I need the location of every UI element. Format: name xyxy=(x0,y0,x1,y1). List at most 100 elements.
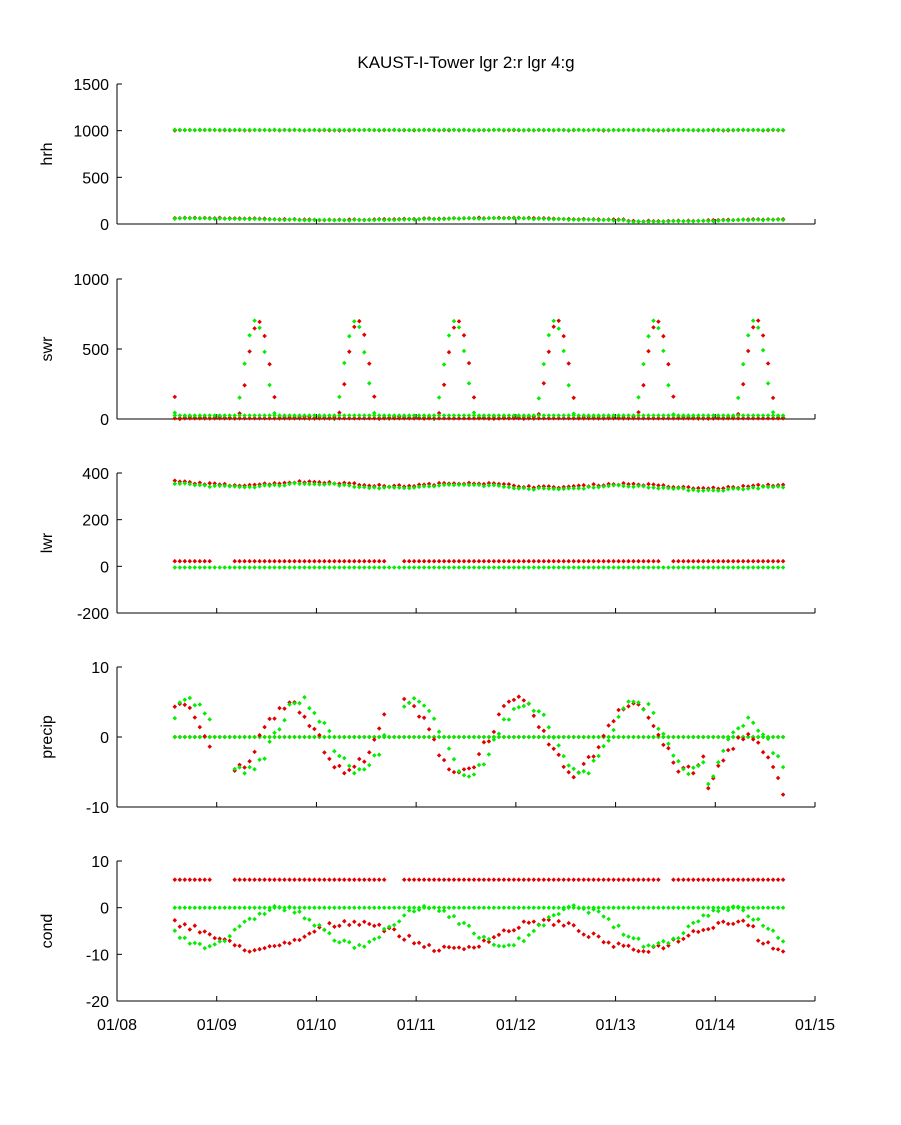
point-lgr4 xyxy=(322,482,327,487)
point-lgr4 xyxy=(775,734,781,740)
point-lgr2 xyxy=(516,877,522,882)
point-lgr4 xyxy=(745,565,751,570)
point-lgr4 xyxy=(202,905,207,910)
point-lgr2 xyxy=(531,416,537,421)
point-lgr2 xyxy=(586,934,591,940)
point-lgr4 xyxy=(721,734,726,740)
point-lgr4 xyxy=(701,734,706,740)
point-lgr2 xyxy=(506,699,512,704)
point-lgr4 xyxy=(237,734,242,740)
point-lgr4 xyxy=(451,905,457,910)
point-lgr4 xyxy=(681,734,686,740)
point-lgr2 xyxy=(725,558,731,564)
point-lgr2 xyxy=(506,416,512,421)
point-lgr4 xyxy=(172,905,178,910)
point-lgr4 xyxy=(740,908,746,913)
point-lgr2 xyxy=(227,938,232,944)
point-lgr2 xyxy=(376,726,382,731)
point-lgr4 xyxy=(222,905,227,910)
point-lgr4 xyxy=(227,216,232,222)
point-lgr4 xyxy=(740,565,746,570)
point-lgr4 xyxy=(401,905,407,910)
point-lgr2 xyxy=(197,930,203,935)
point-lgr4 xyxy=(656,905,661,910)
point-lgr2 xyxy=(581,932,586,937)
point-lgr4 xyxy=(516,734,522,740)
point-lgr4 xyxy=(591,485,596,490)
point-lgr2 xyxy=(257,558,262,564)
point-lgr2 xyxy=(745,877,751,882)
point-lgr4 xyxy=(501,905,507,910)
point-lgr2 xyxy=(646,558,651,564)
point-lgr4 xyxy=(367,127,372,133)
point-lgr4 xyxy=(172,715,178,721)
point-lgr4 xyxy=(242,771,247,776)
point-lgr4 xyxy=(391,127,397,132)
point-lgr4 xyxy=(332,217,337,223)
point-lgr2 xyxy=(456,877,462,882)
point-lgr2 xyxy=(551,558,556,564)
point-lgr4 xyxy=(282,905,287,910)
point-lgr2 xyxy=(367,750,372,755)
point-lgr4 xyxy=(541,216,547,222)
point-lgr2 xyxy=(740,483,746,489)
point-lgr2 xyxy=(381,558,387,564)
point-lgr2 xyxy=(631,416,636,421)
point-lgr4 xyxy=(342,482,347,488)
point-lgr4 xyxy=(322,127,327,132)
point-lgr2 xyxy=(367,558,372,564)
point-lgr2 xyxy=(581,877,586,882)
point-lgr2 xyxy=(441,757,447,763)
point-lgr4 xyxy=(571,217,576,222)
point-lgr4 xyxy=(666,734,671,740)
point-lgr4 xyxy=(386,565,392,570)
point-lgr2 xyxy=(546,349,552,355)
point-lgr4 xyxy=(596,217,601,223)
point-lgr2 xyxy=(436,877,442,882)
point-lgr4 xyxy=(546,725,552,730)
point-lgr2 xyxy=(192,416,198,421)
point-lgr4 xyxy=(252,318,257,323)
point-lgr4 xyxy=(272,410,277,416)
point-lgr4 xyxy=(576,565,581,570)
point-lgr2 xyxy=(651,325,656,330)
point-lgr2 xyxy=(671,877,676,882)
point-lgr2 xyxy=(332,416,337,421)
point-lgr4 xyxy=(706,413,711,418)
point-lgr4 xyxy=(406,413,412,418)
point-lgr4 xyxy=(656,413,661,418)
point-lgr2 xyxy=(521,698,527,703)
point-lgr2 xyxy=(601,558,606,564)
point-lgr4 xyxy=(257,413,262,418)
point-lgr2 xyxy=(656,483,661,488)
point-lgr4 xyxy=(760,923,766,929)
point-lgr4 xyxy=(456,413,462,418)
point-lgr2 xyxy=(396,934,402,939)
point-lgr2 xyxy=(551,877,556,882)
y-tick-label: 10 xyxy=(91,854,109,871)
point-lgr2 xyxy=(681,936,686,942)
point-lgr2 xyxy=(342,877,347,882)
point-lgr4 xyxy=(177,481,183,486)
point-lgr4 xyxy=(755,325,761,330)
point-lgr4 xyxy=(711,127,716,132)
point-lgr4 xyxy=(376,486,382,491)
point-lgr2 xyxy=(247,949,252,954)
point-lgr4 xyxy=(486,936,492,942)
point-lgr4 xyxy=(631,484,636,490)
point-lgr2 xyxy=(671,416,676,421)
point-lgr4 xyxy=(586,127,591,133)
point-lgr4 xyxy=(396,565,402,570)
point-lgr4 xyxy=(511,485,517,491)
point-lgr4 xyxy=(337,905,342,910)
point-lgr2 xyxy=(247,416,252,421)
point-lgr4 xyxy=(232,127,237,133)
point-lgr4 xyxy=(636,936,641,941)
point-lgr2 xyxy=(571,877,576,882)
point-lgr2 xyxy=(561,558,566,564)
point-lgr4 xyxy=(451,756,457,762)
point-lgr4 xyxy=(711,908,716,913)
point-lgr4 xyxy=(247,905,252,910)
point-lgr4 xyxy=(372,217,377,223)
point-lgr4 xyxy=(696,734,701,740)
